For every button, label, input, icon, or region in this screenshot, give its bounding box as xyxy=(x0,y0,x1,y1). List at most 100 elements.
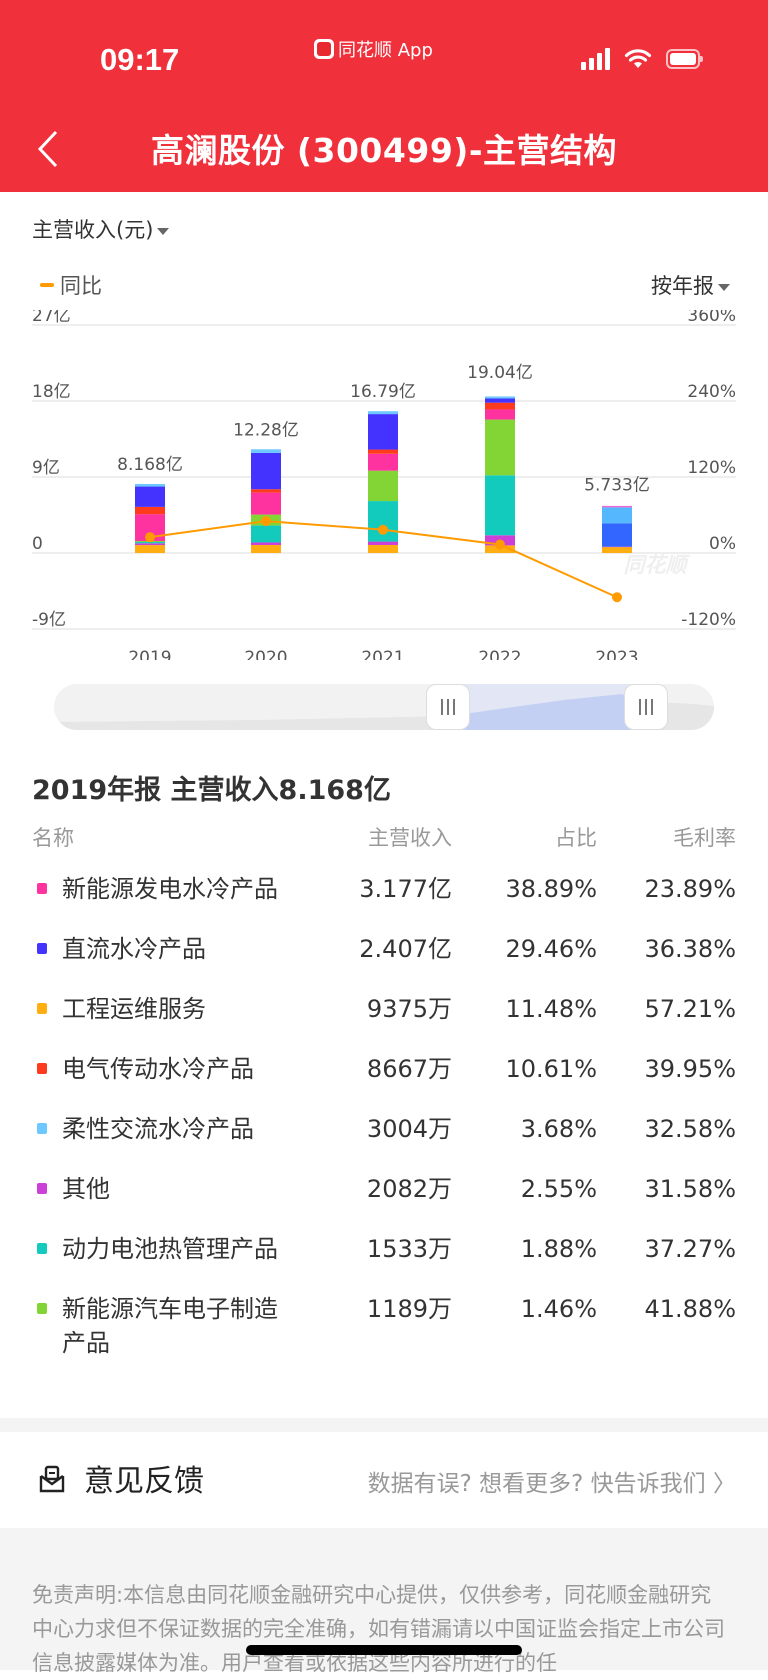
segment-margin: 39.95% xyxy=(644,1055,736,1083)
segment-name: 新能源发电水冷产品 xyxy=(32,872,292,932)
segment-name-label: 其他 xyxy=(62,1175,110,1203)
bar-total-label: 16.79亿 xyxy=(350,382,416,402)
header-margin: 毛利率 xyxy=(673,826,736,850)
range-slider-track[interactable] xyxy=(54,684,714,730)
segment-revenue: 2.407亿 xyxy=(359,935,452,963)
section-divider xyxy=(0,1418,768,1432)
table-header-row: 名称 主营收入 占比 毛利率 xyxy=(32,822,736,872)
segment-margin: 36.38% xyxy=(644,935,736,963)
back-chevron-icon[interactable] xyxy=(30,126,70,172)
bar-segment xyxy=(135,506,165,515)
slider-handle-end[interactable] xyxy=(624,684,668,730)
bar-segment xyxy=(251,489,281,493)
segment-name: 新能源汽车电子制造产品 xyxy=(32,1292,292,1386)
segment-color-swatch xyxy=(37,943,47,954)
bar-segment xyxy=(368,470,398,502)
segment-name: 柔性交流水冷产品 xyxy=(32,1112,292,1172)
bar-segment xyxy=(251,525,281,543)
battery-icon xyxy=(666,49,703,69)
yoy-point xyxy=(612,592,622,603)
legend-line-icon xyxy=(40,283,54,287)
x-tick-label: 2023 xyxy=(595,648,638,660)
segment-revenue: 2082万 xyxy=(366,1175,452,1203)
segment-color-swatch xyxy=(37,1303,47,1314)
period-selector-label: 按年报 xyxy=(651,274,714,298)
segment-name: 工程运维服务 xyxy=(32,992,292,1052)
segment-share: 11.48% xyxy=(505,995,597,1023)
segment-name-label: 直流水冷产品 xyxy=(62,935,206,963)
bar-segment xyxy=(135,543,165,546)
bar-segment xyxy=(602,507,632,524)
segment-color-swatch xyxy=(37,883,47,894)
feedback-mail-icon xyxy=(39,1465,65,1493)
bar-segment xyxy=(135,486,165,507)
bar-segment xyxy=(485,402,515,410)
bar-segment xyxy=(485,419,515,476)
segment-revenue: 1189万 xyxy=(366,1295,452,1323)
segment-color-swatch xyxy=(37,1123,47,1134)
yoy-point xyxy=(495,539,505,550)
revenue-chart[interactable]: 27亿 360% 18亿 240% 9亿 120% 0 0% -9亿 -120% 同花顺 8.168亿… xyxy=(0,310,768,660)
y-tick-label: 27亿 xyxy=(32,310,71,326)
segment-color-swatch xyxy=(37,1003,47,1014)
caret-down-icon xyxy=(157,227,170,235)
app-logo-icon xyxy=(314,39,334,59)
legend-label: 同比 xyxy=(60,274,102,298)
table-row: 新能源发电水冷产品 3.177亿 38.89% 23.89% xyxy=(32,872,736,932)
table-row: 动力电池热管理产品 1533万 1.88% 37.27% xyxy=(32,1232,736,1292)
segment-color-swatch xyxy=(37,1183,47,1194)
home-indicator[interactable] xyxy=(246,1645,522,1655)
bar-segment xyxy=(135,545,165,553)
y2-tick-label: -120% xyxy=(681,610,736,630)
metric-selector-label: 主营收入(元) xyxy=(32,218,154,242)
segment-name-label: 工程运维服务 xyxy=(62,995,206,1023)
yoy-point xyxy=(261,516,271,527)
y2-tick-label: 360% xyxy=(687,310,736,326)
feedback-link[interactable]: 数据有误? 想看更多? 快告诉我们 〉 xyxy=(368,1464,736,1498)
table-row: 工程运维服务 9375万 11.48% 57.21% xyxy=(32,992,736,1052)
slider-handle-start[interactable] xyxy=(426,684,470,730)
bar-segment xyxy=(485,409,515,420)
bar-total-label: 8.168亿 xyxy=(117,455,183,475)
x-tick-label: 2019 xyxy=(128,648,171,660)
segment-revenue: 3004万 xyxy=(366,1115,452,1143)
x-tick-label: 2022 xyxy=(478,648,521,660)
bar-segment xyxy=(485,396,515,399)
segment-share: 1.88% xyxy=(520,1235,597,1263)
segment-margin: 37.27% xyxy=(644,1235,736,1263)
bar-segment xyxy=(135,542,165,544)
cellular-signal-icon xyxy=(581,48,610,70)
bar-segment xyxy=(251,492,281,515)
header-revenue: 主营收入 xyxy=(368,826,452,850)
header-share: 占比 xyxy=(555,826,597,850)
segment-share: 3.68% xyxy=(520,1115,597,1143)
slider-preview xyxy=(54,684,714,730)
breakdown-table: 名称 主营收入 占比 毛利率 新能源发电水冷产品 3.177亿 38.89% 23.8… xyxy=(32,822,736,1386)
yoy-point xyxy=(378,524,388,535)
app-header: 09:17 同花顺 App 高澜股份 (300499)-主营结构 xyxy=(0,0,768,192)
bar-segment xyxy=(602,547,632,553)
chart-legend: 同比 xyxy=(40,270,102,300)
chevron-right-icon: 〉 xyxy=(713,1471,736,1497)
y2-tick-label: 120% xyxy=(687,458,736,478)
app-badge-label: 同花顺 App xyxy=(338,40,433,61)
y-tick-label: -9亿 xyxy=(32,610,66,630)
segment-revenue: 8667万 xyxy=(366,1055,452,1083)
page-title: 高澜股份 (300499)-主营结构 xyxy=(150,131,618,170)
period-summary: 2019年报 主营收入8.168亿 xyxy=(32,775,391,806)
segment-name-label: 新能源发电水冷产品 xyxy=(62,875,278,903)
table-row: 其他 2082万 2.55% 31.58% xyxy=(32,1172,736,1232)
segment-revenue: 3.177亿 xyxy=(359,875,452,903)
bar-total-label: 12.28亿 xyxy=(233,420,299,440)
segment-share: 38.89% xyxy=(505,875,597,903)
bar-segment xyxy=(251,544,281,553)
feedback-row[interactable]: 意见反馈 数据有误? 想看更多? 快告诉我们 〉 xyxy=(0,1432,768,1528)
status-time: 09:17 xyxy=(100,42,180,77)
y2-tick-label: 0% xyxy=(709,534,736,554)
segment-name: 其他 xyxy=(32,1172,292,1232)
bar-segment xyxy=(251,452,281,490)
metric-selector[interactable]: 主营收入(元) xyxy=(32,214,170,244)
period-selector[interactable]: 按年报 xyxy=(651,270,730,300)
app-badge[interactable]: 同花顺 App xyxy=(314,36,433,62)
segment-margin: 41.88% xyxy=(644,1295,736,1323)
